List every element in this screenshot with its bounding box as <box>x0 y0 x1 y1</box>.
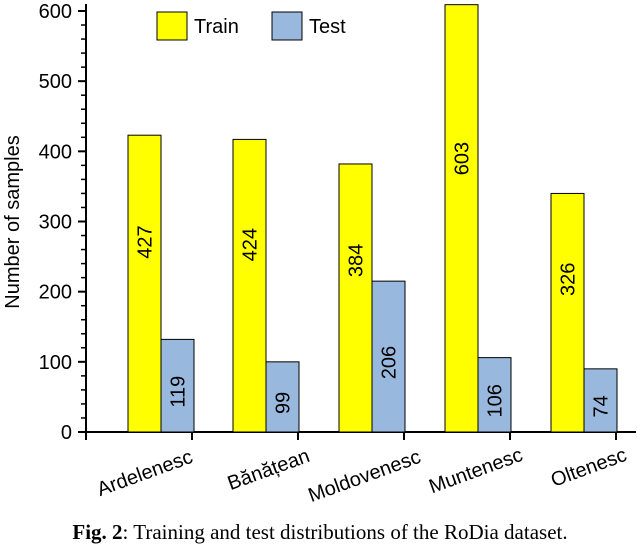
x-tick-label: Oltenesc <box>548 444 630 492</box>
y-tick-label: 200 <box>39 282 72 304</box>
x-tick-label: Bănățean <box>225 445 313 495</box>
caption-label: Fig. 2 <box>72 520 123 544</box>
bars: 427 424 384 603 326 119 99 206 106 74 <box>127 4 618 433</box>
caption-text: : Training and test distributions of the… <box>122 520 568 544</box>
figure-caption: Fig. 2: Training and test distributions … <box>0 520 640 545</box>
x-tick-label: Muntenesc <box>426 444 525 498</box>
bar-test <box>371 280 406 433</box>
bar-chart: 0 100 200 300 400 500 600 Number of samples Arde… <box>2 1 636 507</box>
bar-train <box>550 192 585 433</box>
axes: 0 100 200 300 400 500 600 Number of samples Arde… <box>2 1 636 507</box>
legend-swatch-test <box>271 11 303 41</box>
legend-label: Train <box>194 16 239 38</box>
x-tick-label: Moldovenesc <box>305 446 423 507</box>
bar-value-label: 603 <box>452 142 474 175</box>
bar-value-label: 74 <box>591 395 613 417</box>
bar-value-label: 326 <box>558 263 580 296</box>
bar-value-label: 424 <box>240 228 262 261</box>
bar-train <box>444 4 479 433</box>
bar-value-label: 99 <box>273 392 295 414</box>
x-tick-label: Ardelenesc <box>94 446 196 501</box>
bar-value-label: 427 <box>135 225 157 258</box>
bar-test <box>265 361 300 433</box>
bar-value-label: 384 <box>346 244 368 277</box>
y-tick-label: 100 <box>39 352 72 374</box>
y-tick-label: 500 <box>39 71 72 93</box>
bar-test <box>583 368 618 433</box>
bar-test <box>477 357 512 433</box>
y-tick-label: 0 <box>61 422 72 444</box>
bar-train <box>338 163 373 433</box>
y-axis-label: Number of samples <box>2 135 24 308</box>
bar-value-label: 206 <box>379 346 401 379</box>
bar-train <box>232 138 267 433</box>
legend-label: Test <box>309 16 346 38</box>
bar-train <box>127 134 162 433</box>
bar-test <box>160 338 195 433</box>
legend-swatch-train <box>156 11 188 41</box>
bar-value-label: 106 <box>485 384 507 417</box>
y-tick-label: 400 <box>39 141 72 163</box>
legend: Train Test <box>156 11 346 41</box>
bar-value-label: 119 <box>168 376 190 408</box>
y-tick-label: 300 <box>39 212 72 234</box>
y-tick-label: 600 <box>39 1 72 23</box>
